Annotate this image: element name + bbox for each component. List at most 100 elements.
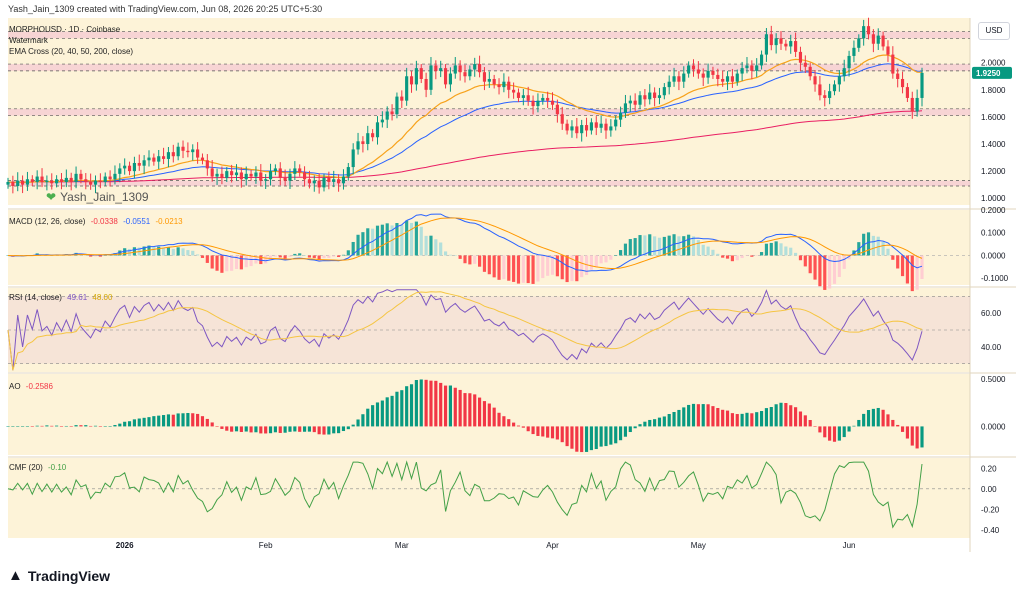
macd-histogram-bar xyxy=(769,242,773,256)
ao-histogram-bar xyxy=(725,410,730,427)
ao-histogram-bar xyxy=(327,426,331,435)
candle-body xyxy=(842,68,846,77)
ao-histogram-bar xyxy=(701,404,705,427)
ao-histogram-bar xyxy=(371,405,375,427)
macd-histogram-bar xyxy=(322,255,326,259)
ao-tick-label: 0.0000 xyxy=(981,422,1006,431)
candle-body xyxy=(181,146,185,151)
macd-histogram-bar xyxy=(225,255,229,272)
ao-histogram-bar xyxy=(915,426,919,449)
candle-body xyxy=(108,176,112,180)
macd-label[interactable]: MACD (12, 26, close) xyxy=(9,217,86,226)
ao-histogram-bar xyxy=(866,410,871,427)
candle-body xyxy=(103,176,107,182)
ema-cross-label[interactable]: EMA Cross (20, 40, 50, 200, close) xyxy=(9,47,134,56)
candle-body xyxy=(225,171,229,178)
macd-histogram-bar xyxy=(312,255,316,258)
macd-histogram-bar xyxy=(443,251,448,256)
macd-histogram-bar xyxy=(132,247,136,256)
tradingview-logo[interactable]: ▲ TradingView xyxy=(8,567,110,584)
macd-histogram-bar xyxy=(910,255,914,292)
ao-histogram-bar xyxy=(249,426,253,433)
macd-histogram-bar xyxy=(458,255,462,259)
cmf-tick-label: -0.40 xyxy=(981,526,1000,535)
ao-histogram-bar xyxy=(832,426,837,442)
candle-body xyxy=(478,64,482,73)
candle-body xyxy=(380,119,384,123)
ao-histogram-bar xyxy=(550,426,555,439)
macd-histogram-bar xyxy=(468,255,472,265)
macd-histogram-bar xyxy=(239,255,243,270)
ao-histogram-bar xyxy=(273,426,277,433)
time-axis-label: 2026 xyxy=(116,541,134,550)
candle-body xyxy=(905,87,909,98)
ao-histogram-bar xyxy=(599,426,603,447)
candle-body xyxy=(570,126,574,131)
rsi-tick-label: 60.00 xyxy=(981,309,1002,318)
ao-histogram-bar xyxy=(478,397,482,427)
candle-body xyxy=(147,157,151,161)
candle-body xyxy=(862,26,866,39)
ao-histogram-bar xyxy=(687,404,691,427)
macd-histogram-bar xyxy=(448,254,452,256)
macd-histogram-bar xyxy=(288,255,292,257)
candle-body xyxy=(759,54,764,66)
cmf-label[interactable]: CMF (20) xyxy=(9,463,43,472)
candle-body xyxy=(283,177,287,181)
ao-histogram-bar xyxy=(808,419,812,427)
ao-histogram-bar xyxy=(429,380,433,427)
macd-histogram-bar xyxy=(200,255,205,258)
macd-histogram-bar xyxy=(837,255,841,277)
macd-histogram-bar xyxy=(230,255,234,271)
macd-histogram-bar xyxy=(618,250,623,256)
candle-body xyxy=(307,179,312,184)
candle-body xyxy=(69,177,73,182)
candle-body xyxy=(716,74,720,79)
macd-histogram-bar xyxy=(755,255,759,256)
macd-histogram-bar xyxy=(405,220,409,256)
candle-body xyxy=(366,133,370,145)
ao-label[interactable]: AO xyxy=(9,382,21,391)
symbol-label[interactable]: MORPHOUSD · 1D · Coinbase xyxy=(9,25,121,34)
candle-body xyxy=(750,65,754,71)
ao-histogram-bar xyxy=(385,397,389,427)
candle-body xyxy=(526,95,530,101)
macd-histogram-bar xyxy=(823,255,827,290)
macd-histogram-bar xyxy=(905,255,909,284)
candle-body xyxy=(123,165,127,169)
time-axis-label: Feb xyxy=(259,541,273,550)
currency-button[interactable]: USD xyxy=(978,22,1010,40)
ao-histogram-bar xyxy=(487,403,491,427)
candle-body xyxy=(497,84,501,88)
cmf-line xyxy=(7,460,923,529)
candle-body xyxy=(896,73,900,79)
candle-body xyxy=(288,173,292,181)
macd-histogram-bar xyxy=(832,255,837,284)
time-axis-label: Jun xyxy=(843,541,856,550)
candle-body xyxy=(594,122,598,128)
candle-body xyxy=(98,180,102,182)
macd-histogram-bar xyxy=(361,232,365,256)
macd-histogram-bar xyxy=(84,254,88,256)
ao-histogram-bar xyxy=(784,402,788,427)
candle-body xyxy=(191,149,195,153)
macd-histogram-bar xyxy=(886,248,890,256)
candle-body xyxy=(891,54,895,74)
candle-body xyxy=(560,114,564,124)
ao-histogram-bar xyxy=(93,425,98,427)
watermark-indicator-label[interactable]: Watermark xyxy=(9,36,48,45)
macd-histogram-bar xyxy=(580,255,584,278)
candle-body xyxy=(828,91,832,98)
candle-body xyxy=(79,173,83,180)
candle-body xyxy=(764,34,769,55)
ao-histogram-bar xyxy=(317,426,321,435)
candle-body xyxy=(409,76,414,85)
candle-body xyxy=(230,171,234,176)
rsi-label[interactable]: RSI (14, close) xyxy=(9,293,62,302)
ao-histogram-bar xyxy=(16,426,20,427)
candle-body xyxy=(215,173,219,177)
candle-body xyxy=(268,171,273,180)
ao-histogram-bar xyxy=(346,426,350,430)
candle-body xyxy=(327,177,331,182)
